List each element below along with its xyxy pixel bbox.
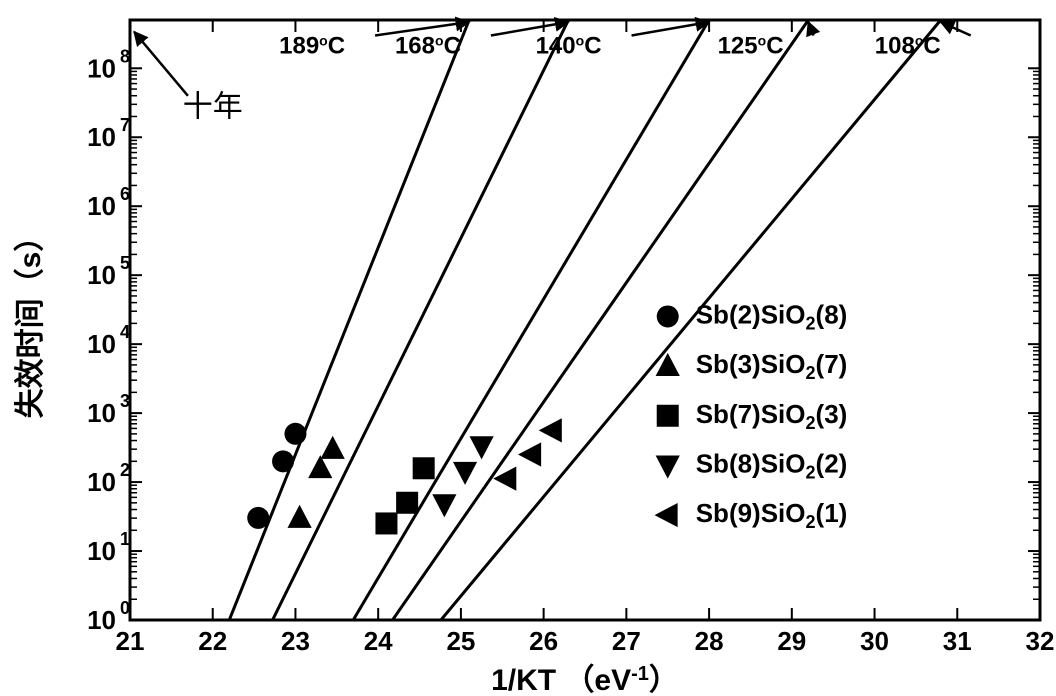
data-marker	[657, 405, 679, 427]
data-marker	[247, 507, 269, 529]
temp-label: 168oC	[395, 33, 461, 60]
legend-label: Sb(7)SiO2(3)	[696, 399, 848, 433]
x-tick-label: 22	[198, 626, 227, 656]
ten-year-arrow	[134, 32, 188, 96]
data-marker	[657, 305, 679, 327]
x-tick-label: 29	[777, 626, 806, 656]
svg-text:2: 2	[120, 460, 130, 480]
svg-text:7: 7	[120, 115, 130, 135]
y-tick-label: 10	[87, 122, 116, 152]
x-axis-label: 1/KT （eV-1）	[491, 663, 679, 696]
fit-line	[221, 20, 469, 641]
fit-line	[341, 20, 709, 641]
temp-label: 125oC	[718, 33, 784, 60]
fit-line	[378, 20, 808, 641]
x-tick-label: 27	[612, 626, 641, 656]
data-marker	[655, 503, 678, 527]
ten-year-label: 十年	[183, 91, 243, 124]
y-tick-label: 10	[87, 536, 116, 566]
x-tick-label: 24	[364, 626, 393, 656]
legend: Sb(2)SiO2(8) Sb(3)SiO2(7) Sb(7)SiO2(3) Sb(8…	[655, 299, 848, 532]
legend-label: Sb(9)SiO2(1)	[696, 498, 848, 532]
y-tick-label: 10	[87, 53, 116, 83]
data-marker	[432, 494, 456, 517]
svg-text:3: 3	[120, 391, 130, 411]
chart-container: 2122232425262728293031321001011021031041…	[0, 0, 1056, 696]
y-tick-label: 10	[87, 329, 116, 359]
svg-text:1: 1	[120, 529, 130, 549]
y-tick-label: 10	[87, 605, 116, 635]
x-tick-label: 26	[529, 626, 558, 656]
data-marker	[453, 462, 477, 485]
data-marker	[321, 436, 345, 459]
x-tick-label: 31	[943, 626, 972, 656]
x-tick-label: 21	[116, 626, 145, 656]
legend-label: Sb(3)SiO2(7)	[696, 349, 848, 383]
data-marker	[656, 456, 680, 479]
temp-arrow	[941, 22, 971, 36]
data-marker	[284, 423, 306, 445]
y-tick-label: 10	[87, 467, 116, 497]
temp-label: 108oC	[875, 33, 941, 60]
svg-text:0: 0	[120, 598, 130, 618]
temp-arrow	[808, 22, 813, 36]
fit-line	[424, 20, 941, 641]
data-marker	[272, 450, 294, 472]
fit-line	[262, 20, 568, 641]
data-marker	[287, 505, 311, 528]
x-tick-label: 23	[281, 626, 310, 656]
data-marker	[469, 436, 493, 459]
svg-text:6: 6	[120, 184, 130, 204]
svg-text:8: 8	[120, 46, 130, 66]
data-marker	[375, 512, 397, 534]
data-marker	[413, 457, 435, 479]
temp-label: 140oC	[536, 33, 602, 60]
data-marker	[396, 492, 418, 514]
svg-text:5: 5	[120, 253, 130, 273]
temp-arrow	[632, 22, 710, 36]
legend-label: Sb(2)SiO2(8)	[696, 299, 848, 333]
x-tick-label: 28	[695, 626, 724, 656]
data-marker	[518, 442, 541, 466]
legend-label: Sb(8)SiO2(2)	[696, 448, 848, 482]
x-tick-label: 25	[446, 626, 475, 656]
temp-label: 189oC	[279, 33, 345, 60]
x-tick-label: 32	[1026, 626, 1055, 656]
data-marker	[539, 418, 562, 442]
y-tick-label: 10	[87, 398, 116, 428]
chart-svg: 2122232425262728293031321001011021031041…	[0, 0, 1056, 696]
y-axis-label: 失效时间（s）	[13, 222, 47, 419]
y-tick-label: 10	[87, 260, 116, 290]
svg-text:4: 4	[120, 322, 130, 342]
y-tick-label: 10	[87, 191, 116, 221]
x-tick-label: 30	[860, 626, 889, 656]
